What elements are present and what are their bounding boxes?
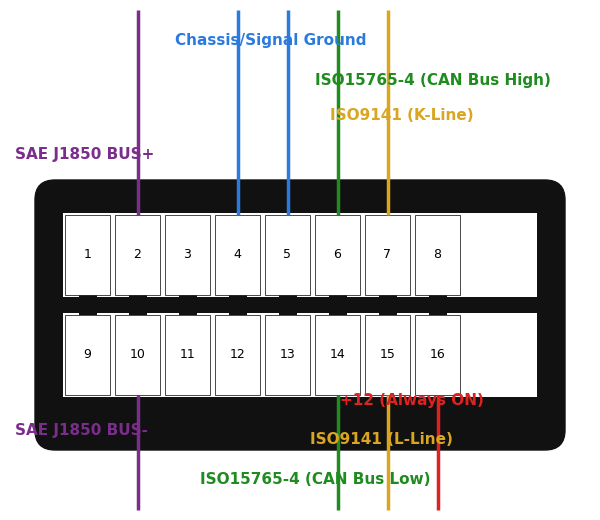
Text: 11: 11 <box>179 348 196 361</box>
Text: 15: 15 <box>380 348 395 361</box>
Bar <box>315 315 360 395</box>
Bar <box>115 315 160 395</box>
Bar <box>128 295 146 315</box>
Bar <box>428 295 446 315</box>
Bar <box>128 295 146 315</box>
Bar <box>63 313 537 397</box>
Bar <box>79 295 97 315</box>
Bar <box>315 215 360 295</box>
Bar <box>165 215 210 295</box>
Text: ISO15765-4 (CAN Bus Low): ISO15765-4 (CAN Bus Low) <box>200 473 431 488</box>
Text: 4: 4 <box>233 249 241 262</box>
Bar <box>278 295 296 315</box>
Text: 8: 8 <box>433 249 442 262</box>
Text: 2: 2 <box>134 249 142 262</box>
Text: 13: 13 <box>280 348 295 361</box>
Text: +12 (Always ON): +12 (Always ON) <box>340 393 484 408</box>
Bar <box>329 295 347 315</box>
Bar <box>365 315 410 395</box>
Bar <box>63 213 537 297</box>
Bar <box>329 295 347 315</box>
Text: ISO9141 (K-Line): ISO9141 (K-Line) <box>330 108 473 123</box>
Bar <box>379 295 397 315</box>
Text: SAE J1850 BUS-: SAE J1850 BUS- <box>15 422 148 437</box>
Bar <box>415 215 460 295</box>
Text: 6: 6 <box>334 249 341 262</box>
Bar <box>179 295 197 315</box>
Bar <box>79 295 97 315</box>
Bar <box>65 215 110 295</box>
Bar <box>415 315 460 395</box>
Text: 3: 3 <box>184 249 191 262</box>
Bar <box>379 295 397 315</box>
Text: 10: 10 <box>130 348 145 361</box>
Text: 5: 5 <box>284 249 292 262</box>
Text: SAE J1850 BUS+: SAE J1850 BUS+ <box>15 148 154 162</box>
Text: 16: 16 <box>430 348 445 361</box>
Bar <box>428 295 446 315</box>
Text: 14: 14 <box>329 348 346 361</box>
Bar <box>229 295 247 315</box>
Bar <box>65 315 110 395</box>
Bar <box>229 295 247 315</box>
Bar <box>265 315 310 395</box>
Bar <box>165 315 210 395</box>
Text: 7: 7 <box>383 249 392 262</box>
Text: 12: 12 <box>230 348 245 361</box>
Text: 9: 9 <box>83 348 91 361</box>
Text: ISO9141 (L-Line): ISO9141 (L-Line) <box>310 433 453 448</box>
Bar <box>265 215 310 295</box>
Text: 1: 1 <box>83 249 91 262</box>
Bar <box>215 215 260 295</box>
Text: ISO15765-4 (CAN Bus High): ISO15765-4 (CAN Bus High) <box>315 72 551 87</box>
Text: Chassis/Signal Ground: Chassis/Signal Ground <box>175 32 367 47</box>
FancyBboxPatch shape <box>35 180 565 450</box>
Bar <box>179 295 197 315</box>
Bar <box>115 215 160 295</box>
Bar <box>365 215 410 295</box>
Bar <box>278 295 296 315</box>
Bar <box>215 315 260 395</box>
